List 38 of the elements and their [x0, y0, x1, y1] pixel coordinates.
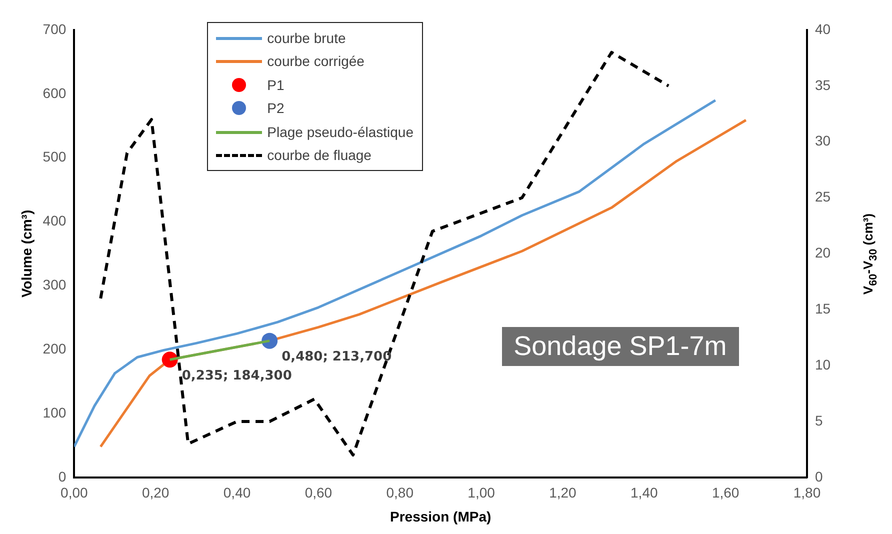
y2-tick-label: 0: [815, 468, 823, 484]
y-tick-label: 300: [42, 276, 66, 293]
legend-label: P1: [267, 76, 284, 93]
y-tick-label: 100: [42, 404, 66, 420]
y-tick-label: 500: [42, 148, 66, 165]
y-tick-label: 200: [42, 340, 66, 356]
y2-tick-label: 10: [815, 356, 831, 372]
x-tick-label: 0,60: [304, 484, 332, 501]
y2-tick-label: 15: [815, 300, 831, 316]
annotation: 0,235; 184,300: [182, 368, 292, 384]
y-tick-label: 700: [42, 20, 66, 37]
y-tick-label: 600: [42, 84, 66, 101]
annotation: Sondage SP1-7m: [502, 327, 739, 366]
x-tick-label: 1,80: [793, 484, 821, 501]
y2-tick-label: 25: [815, 188, 831, 205]
legend-label: courbe de fluage: [267, 147, 372, 164]
y2-tick-label: 20: [815, 244, 831, 261]
y2-tick-label: 30: [815, 132, 831, 149]
x-tick-label: 1,60: [712, 484, 740, 501]
y2-tick-label: 35: [815, 76, 831, 93]
x-tick-label: 1,40: [630, 484, 658, 501]
legend-label: P2: [267, 100, 284, 116]
x-tick-label: 1,00: [468, 484, 496, 501]
x-tick-label: 0,40: [223, 484, 251, 501]
x-tick-label: 0,00: [60, 484, 88, 501]
y2-tick-label: 40: [815, 20, 831, 37]
x-tick-label: 1,20: [549, 484, 577, 501]
y-axis-title: Volume (cm³): [18, 210, 34, 298]
x-axis-title: Pression (MPa): [390, 508, 492, 524]
x-tick-label: 0,80: [386, 484, 414, 501]
y-tick-label: 400: [42, 212, 66, 229]
annotation: 0,480; 213,700: [282, 350, 392, 365]
y2-tick-label: 5: [815, 412, 823, 428]
x-tick-label: 0,20: [142, 484, 170, 501]
y-tick-label: 0: [58, 468, 66, 484]
legend-label: courbe brute: [267, 30, 346, 46]
legend-label: courbe corrigée: [267, 53, 364, 70]
legend-label: Plage pseudo-élastique: [267, 124, 414, 140]
